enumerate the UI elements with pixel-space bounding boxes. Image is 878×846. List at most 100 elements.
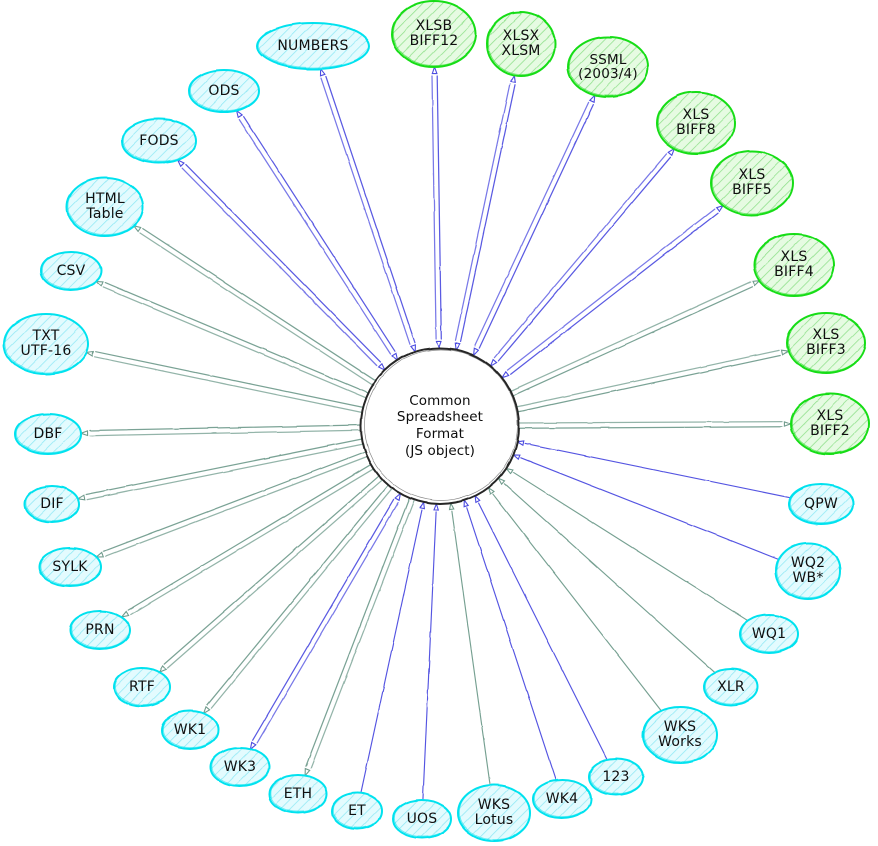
- edge-stroke: [478, 502, 608, 761]
- node-layer: [3, 0, 870, 842]
- edge-stroke: [142, 227, 377, 382]
- edge-prn: [120, 463, 375, 618]
- edge-stroke: [497, 156, 672, 362]
- node-outline-et: [332, 792, 383, 829]
- edge-dbf: [79, 424, 362, 437]
- edge-xlsbiff8: [489, 147, 676, 368]
- edge-xlsb: [431, 65, 442, 350]
- edge-stroke: [493, 153, 668, 359]
- edge-wk4: [463, 498, 557, 781]
- edge-et: [360, 500, 426, 794]
- edge-stroke: [320, 77, 411, 345]
- edge-stroke: [431, 75, 437, 340]
- edge-stroke: [436, 75, 442, 340]
- edge-stroke: [517, 354, 781, 413]
- node-outline-sylk: [39, 547, 102, 586]
- edge-stroke: [518, 420, 783, 424]
- arrowhead: [76, 494, 86, 501]
- arrowhead: [409, 344, 416, 354]
- arrowhead: [515, 440, 525, 447]
- node-outline-wksworks: [643, 706, 718, 763]
- edge-stroke: [139, 232, 374, 386]
- arrowhead: [463, 498, 470, 508]
- node-outline-one23: [589, 758, 644, 795]
- arrowhead: [235, 109, 244, 119]
- node-outline-xlsbiff4: [754, 233, 835, 296]
- arrowhead: [94, 551, 105, 558]
- edge-stroke: [451, 510, 491, 786]
- edge-numbers: [319, 67, 416, 354]
- edge-stroke: [454, 82, 511, 341]
- edge-stroke: [524, 442, 792, 499]
- edge-ods: [235, 109, 399, 362]
- edge-stroke: [520, 457, 780, 561]
- node-outline-xlsbiff2: [791, 393, 870, 454]
- edge-xlsbiff3: [515, 349, 791, 413]
- edge-xlsbiff4: [510, 280, 762, 397]
- edge-wkslotus: [448, 501, 491, 786]
- edge-xlsbiff2: [518, 420, 793, 429]
- edge-stroke: [89, 424, 362, 432]
- edge-one23: [474, 494, 608, 761]
- edge-stroke: [238, 118, 392, 355]
- node-outline-wkslotus: [458, 784, 531, 841]
- arrowhead: [433, 502, 440, 511]
- edge-stroke: [206, 484, 389, 706]
- edge-htmltable: [132, 225, 377, 386]
- arrowhead: [505, 467, 514, 475]
- arrowhead: [157, 664, 167, 674]
- arrowhead: [132, 225, 142, 233]
- edge-wk1: [202, 484, 393, 715]
- arrowhead: [667, 147, 676, 157]
- arrowhead: [120, 610, 130, 618]
- edge-csv: [94, 280, 369, 399]
- node-outline-qpw: [789, 483, 854, 524]
- node-outline-xlsb: [392, 0, 477, 67]
- edge-layer: [76, 65, 793, 801]
- arrowhead: [472, 347, 479, 357]
- arrowhead: [419, 500, 426, 510]
- edge-stroke: [103, 451, 367, 552]
- node-outline-rtf: [114, 667, 171, 706]
- edge-stroke: [93, 356, 363, 414]
- edge-stroke: [185, 163, 382, 363]
- edge-stroke: [515, 349, 780, 408]
- edge-rtf: [157, 475, 384, 674]
- edge-stroke: [360, 509, 423, 794]
- edge-stroke: [127, 463, 372, 611]
- arrowhead: [474, 494, 481, 504]
- arrowhead: [509, 73, 516, 83]
- node-outline-xlsbiff8: [657, 91, 736, 154]
- arrowhead: [751, 280, 762, 287]
- edge-xlsbiff5: [500, 204, 725, 379]
- node-outline-txt: [4, 313, 89, 374]
- arrowhead: [319, 67, 326, 77]
- arrowhead: [202, 705, 211, 715]
- edge-wq1: [505, 467, 749, 622]
- arrowhead: [448, 501, 455, 511]
- edge-stroke: [86, 443, 364, 501]
- edge-stroke: [492, 493, 662, 712]
- arrowhead: [780, 349, 791, 356]
- arrowhead: [84, 350, 95, 357]
- edge-stroke: [510, 212, 719, 375]
- edge-stroke: [181, 167, 378, 367]
- node-outline-ssml: [568, 36, 649, 97]
- node-outline-xlsx: [487, 11, 556, 76]
- arrowhead: [304, 767, 311, 778]
- edge-stroke: [518, 426, 783, 429]
- node-outline-numbers: [257, 22, 370, 69]
- arrowhead: [511, 454, 521, 461]
- edge-stroke: [89, 429, 362, 437]
- arrowhead: [94, 280, 104, 288]
- arrowhead: [435, 340, 442, 350]
- edge-qpw: [515, 440, 792, 499]
- node-outline-htmltable: [67, 177, 144, 236]
- node-outline-xlr: [704, 668, 759, 705]
- edge-stroke: [512, 286, 754, 397]
- arrowhead: [79, 430, 89, 437]
- edge-stroke: [85, 438, 363, 496]
- arrowhead: [497, 477, 506, 486]
